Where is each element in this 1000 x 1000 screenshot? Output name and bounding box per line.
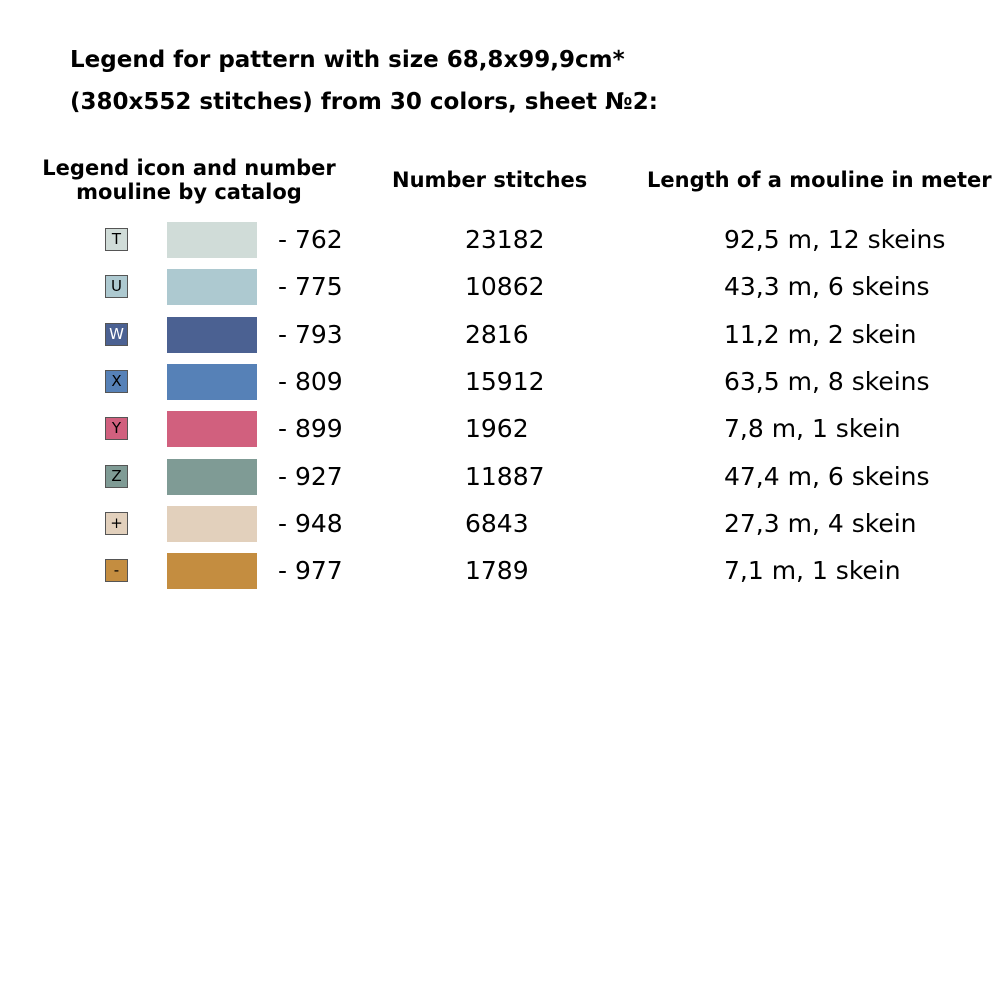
color-swatch <box>167 506 257 542</box>
stitch-symbol: T <box>105 228 128 251</box>
header-number-stitches: Number stitches <box>392 168 588 192</box>
legend-row: X - 809 15912 63,5 m, 8 skeins <box>0 363 1000 401</box>
stitch-count: 1789 <box>465 556 529 585</box>
stitch-symbol: + <box>105 512 128 535</box>
stitch-count: 23182 <box>465 225 545 254</box>
legend-row: - - 977 1789 7,1 m, 1 skein <box>0 552 1000 590</box>
mouline-length: 11,2 m, 2 skein <box>724 320 917 349</box>
stitch-count: 11887 <box>465 462 545 491</box>
color-swatch <box>167 411 257 447</box>
mouline-code: - 977 <box>278 556 343 585</box>
title-line-2: (380x552 stitches) from 30 colors, sheet… <box>70 89 658 115</box>
stitch-count: 2816 <box>465 320 529 349</box>
color-swatch <box>167 222 257 258</box>
stitch-count: 10862 <box>465 272 545 301</box>
legend-row: Y - 899 1962 7,8 m, 1 skein <box>0 410 1000 448</box>
stitch-count: 6843 <box>465 509 529 538</box>
color-swatch <box>167 459 257 495</box>
color-swatch <box>167 317 257 353</box>
header-legend-line-1: Legend icon and number <box>42 156 336 180</box>
header-legend-icon: Legend icon and number mouline by catalo… <box>30 156 348 204</box>
title-line-1: Legend for pattern with size 68,8x99,9cm… <box>70 47 625 73</box>
legend-row: T - 762 23182 92,5 m, 12 skeins <box>0 221 1000 259</box>
mouline-code: - 899 <box>278 414 343 443</box>
mouline-length: 7,1 m, 1 skein <box>724 556 901 585</box>
mouline-code: - 793 <box>278 320 343 349</box>
mouline-length: 27,3 m, 4 skein <box>724 509 917 538</box>
color-swatch <box>167 269 257 305</box>
header-legend-line-2: mouline by catalog <box>76 180 302 204</box>
stitch-count: 1962 <box>465 414 529 443</box>
mouline-length: 7,8 m, 1 skein <box>724 414 901 443</box>
stitch-symbol: Z <box>105 465 128 488</box>
legend-row: Z - 927 11887 47,4 m, 6 skeins <box>0 458 1000 496</box>
stitch-symbol: - <box>105 559 128 582</box>
mouline-code: - 762 <box>278 225 343 254</box>
mouline-length: 43,3 m, 6 skeins <box>724 272 930 301</box>
legend-row: + - 948 6843 27,3 m, 4 skein <box>0 505 1000 543</box>
mouline-code: - 927 <box>278 462 343 491</box>
mouline-length: 92,5 m, 12 skeins <box>724 225 946 254</box>
legend-row: U - 775 10862 43,3 m, 6 skeins <box>0 268 1000 306</box>
mouline-code: - 809 <box>278 367 343 396</box>
color-swatch <box>167 553 257 589</box>
color-swatch <box>167 364 257 400</box>
stitch-symbol: X <box>105 370 128 393</box>
stitch-symbol: U <box>105 275 128 298</box>
legend-row: W - 793 2816 11,2 m, 2 skein <box>0 316 1000 354</box>
stitch-count: 15912 <box>465 367 545 396</box>
header-length: Length of a mouline in meter <box>647 168 992 192</box>
mouline-code: - 948 <box>278 509 343 538</box>
stitch-symbol: W <box>105 323 128 346</box>
mouline-code: - 775 <box>278 272 343 301</box>
mouline-length: 47,4 m, 6 skeins <box>724 462 930 491</box>
mouline-length: 63,5 m, 8 skeins <box>724 367 930 396</box>
stitch-symbol: Y <box>105 417 128 440</box>
